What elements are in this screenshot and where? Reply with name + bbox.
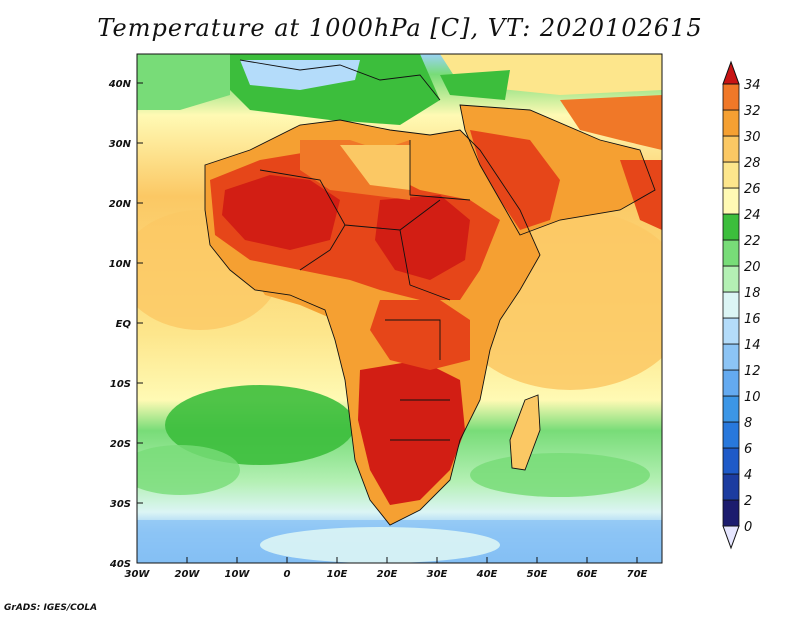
colorbar-label: 0 bbox=[744, 520, 752, 535]
longitude-axis: 30W 20W 10W 0 10E 20E 30E 40E 50E 60E 70E bbox=[125, 557, 648, 580]
colorbar-label: 16 bbox=[744, 312, 761, 327]
colorbar-label: 12 bbox=[744, 364, 761, 379]
lat-tick-label: 20N bbox=[109, 199, 132, 210]
colorbar-segment bbox=[722, 291, 740, 319]
colorbar-label: 32 bbox=[744, 104, 761, 119]
map-title: Temperature at 1000hPa [C], VT: 20201026… bbox=[97, 14, 703, 42]
lat-tick-label: 10S bbox=[110, 379, 131, 390]
lon-tick-label: 60E bbox=[577, 569, 598, 580]
colorbar-label: 20 bbox=[744, 260, 761, 275]
lon-tick-label: 40E bbox=[476, 569, 498, 580]
lat-tick-label: EQ bbox=[116, 319, 132, 330]
colorbar-label: 10 bbox=[744, 390, 761, 405]
colorbar-label: 8 bbox=[744, 416, 752, 431]
colorbar-over-triangle bbox=[722, 60, 740, 85]
colorbar-label: 26 bbox=[744, 182, 761, 197]
colorbar-segment bbox=[722, 187, 740, 215]
colorbar-segment bbox=[722, 161, 740, 189]
colorbar-label: 14 bbox=[744, 338, 761, 353]
colorbar-label: 28 bbox=[744, 156, 761, 171]
lon-tick-label: 0 bbox=[284, 569, 291, 580]
plot-frame bbox=[136, 53, 663, 564]
colorbar-segment bbox=[722, 343, 740, 371]
colorbar-label: 30 bbox=[744, 130, 761, 145]
lon-tick-label: 10W bbox=[225, 569, 251, 580]
lon-tick-label: 20W bbox=[175, 569, 201, 580]
colorbar-segment bbox=[722, 473, 740, 501]
africa-landmass bbox=[205, 120, 540, 525]
lon-tick-label: 30W bbox=[125, 569, 151, 580]
colorbar-label: 2 bbox=[744, 494, 752, 509]
lon-tick-label: 30E bbox=[427, 569, 448, 580]
lat-tick-label: 40N bbox=[108, 79, 132, 90]
colorbar-label: 18 bbox=[744, 286, 761, 301]
lat-tick-label: 30N bbox=[109, 139, 132, 150]
colorbar-segment bbox=[722, 395, 740, 423]
colorbar-segment bbox=[722, 83, 740, 111]
lat-tick-label: 20S bbox=[110, 439, 131, 450]
colorbar-label: 6 bbox=[744, 442, 752, 457]
colorbar-segment bbox=[722, 239, 740, 267]
colorbar-segment bbox=[722, 369, 740, 397]
lat-tick-label: 10N bbox=[109, 259, 132, 270]
colorbar-label: 4 bbox=[744, 468, 752, 483]
colorbar-segment bbox=[722, 499, 740, 527]
colorbar-segment bbox=[722, 213, 740, 241]
coastline-outline bbox=[204, 59, 656, 526]
lat-tick-label: 40S bbox=[109, 559, 131, 570]
lat-tick-label: 30S bbox=[110, 499, 131, 510]
colorbar-label: 22 bbox=[744, 234, 761, 249]
colorbar-segment bbox=[722, 265, 740, 293]
lon-tick-label: 70E bbox=[627, 569, 648, 580]
colorbar-segment bbox=[722, 447, 740, 475]
lon-tick-label: 10E bbox=[327, 569, 348, 580]
madagascar bbox=[510, 395, 540, 470]
arabia-landmass bbox=[460, 95, 662, 235]
colorbar-label: 34 bbox=[744, 78, 761, 93]
field-layer bbox=[137, 54, 662, 563]
colorbar-segment bbox=[722, 109, 740, 137]
lon-tick-label: 50E bbox=[527, 569, 548, 580]
latitude-axis: 40S 30S 20S 10S EQ 10N 20N 30N 40N bbox=[108, 79, 143, 570]
colorbar-label: 24 bbox=[744, 208, 761, 223]
colorbar-under-triangle bbox=[722, 525, 740, 550]
grads-credit: GrADS: IGES/COLA bbox=[4, 603, 98, 613]
colorbar-segment bbox=[722, 317, 740, 345]
colorbar-segment bbox=[722, 421, 740, 449]
lon-tick-label: 20E bbox=[377, 569, 398, 580]
colorbar-segment bbox=[722, 135, 740, 163]
